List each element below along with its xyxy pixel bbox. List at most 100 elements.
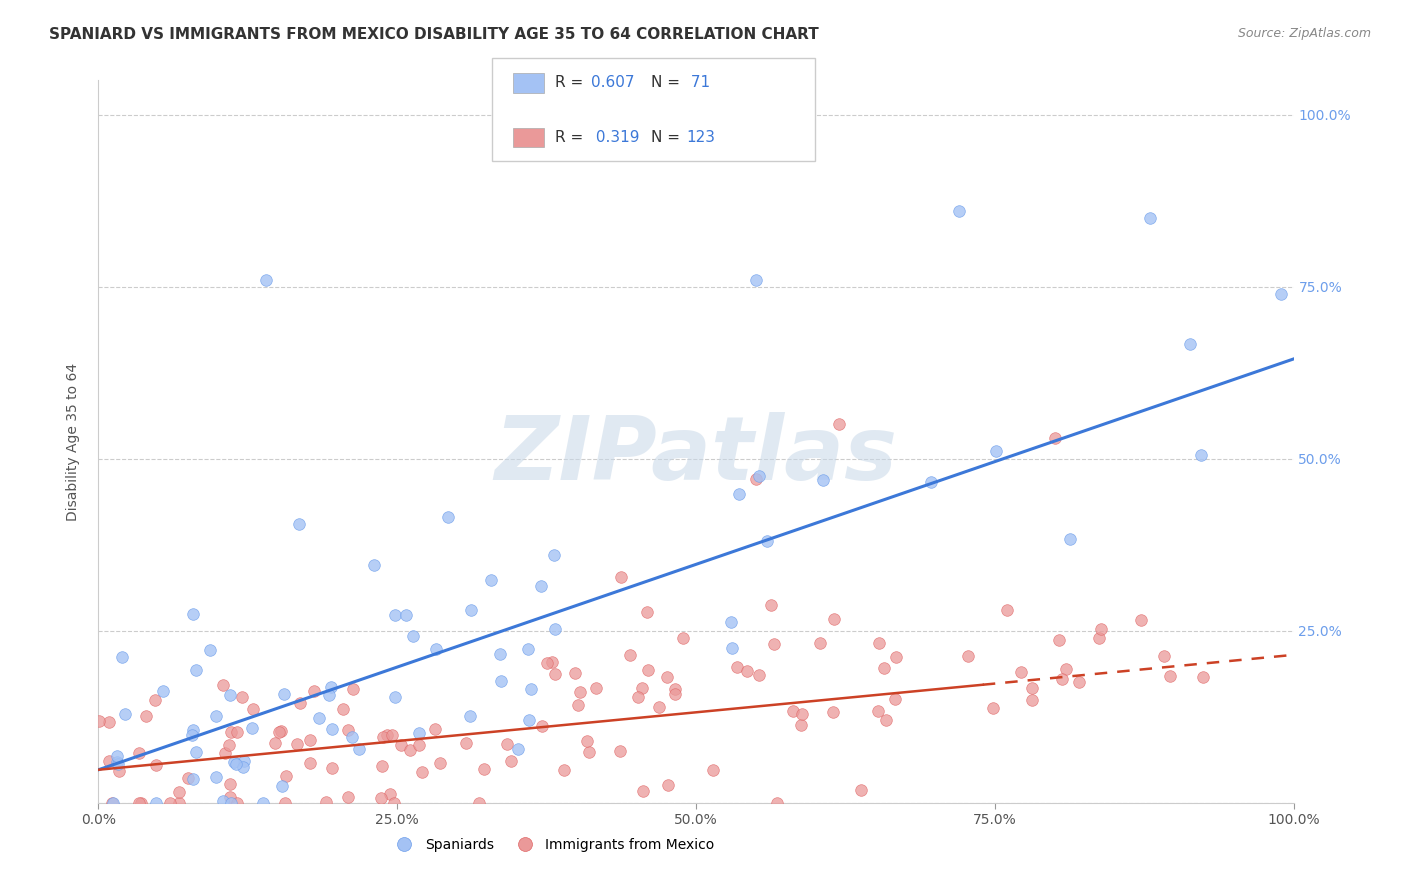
Point bbox=[159, 796, 181, 810]
Point bbox=[143, 693, 166, 707]
Point bbox=[530, 719, 553, 733]
Point bbox=[702, 763, 724, 777]
Point bbox=[145, 796, 167, 810]
Point bbox=[1088, 632, 1111, 646]
Point bbox=[384, 690, 406, 704]
Point bbox=[609, 744, 631, 758]
Point bbox=[105, 755, 128, 769]
Point bbox=[288, 696, 311, 710]
Point bbox=[222, 755, 245, 769]
Point bbox=[167, 785, 190, 799]
Point bbox=[337, 789, 360, 804]
Point bbox=[219, 724, 242, 739]
Point bbox=[107, 756, 129, 771]
Point bbox=[1192, 670, 1215, 684]
Point bbox=[756, 533, 779, 548]
Point bbox=[371, 759, 394, 773]
Point bbox=[569, 685, 592, 699]
Text: R =: R = bbox=[555, 130, 589, 145]
Point bbox=[544, 622, 567, 636]
Point bbox=[536, 656, 558, 670]
Point bbox=[205, 770, 228, 784]
Point bbox=[129, 796, 152, 810]
Text: N =: N = bbox=[651, 76, 685, 90]
Text: 71: 71 bbox=[686, 76, 710, 90]
Point bbox=[849, 783, 872, 797]
Point bbox=[315, 795, 337, 809]
Point bbox=[1153, 648, 1175, 663]
Point bbox=[609, 570, 631, 584]
Point bbox=[308, 711, 330, 725]
Point bbox=[211, 678, 233, 692]
Point bbox=[375, 728, 398, 742]
Point bbox=[619, 648, 641, 662]
Point bbox=[1067, 675, 1090, 690]
Point bbox=[541, 655, 564, 669]
Point bbox=[363, 558, 385, 572]
Point bbox=[499, 754, 522, 768]
Point bbox=[648, 700, 671, 714]
Point bbox=[411, 764, 433, 779]
Point bbox=[270, 724, 292, 739]
Point bbox=[382, 796, 405, 810]
Point bbox=[381, 728, 404, 742]
Text: N =: N = bbox=[651, 130, 685, 145]
Point bbox=[808, 636, 831, 650]
Point bbox=[273, 796, 295, 810]
Point bbox=[219, 796, 242, 810]
Point bbox=[1159, 668, 1181, 682]
Point bbox=[105, 748, 128, 763]
Point bbox=[564, 665, 586, 680]
Point bbox=[823, 612, 845, 626]
Point bbox=[167, 796, 190, 810]
Point bbox=[636, 605, 658, 619]
Point bbox=[408, 725, 430, 739]
Point bbox=[1189, 448, 1212, 462]
Point bbox=[956, 649, 979, 664]
Point bbox=[516, 641, 538, 656]
Point bbox=[821, 705, 844, 719]
Point bbox=[177, 772, 200, 786]
Point bbox=[460, 602, 482, 616]
Point bbox=[128, 746, 150, 760]
Point bbox=[868, 704, 890, 718]
Point bbox=[340, 730, 363, 744]
Point bbox=[748, 469, 770, 483]
Point bbox=[214, 746, 236, 760]
Point bbox=[384, 607, 406, 622]
Point bbox=[267, 725, 290, 739]
Point bbox=[264, 736, 287, 750]
Point bbox=[270, 779, 292, 793]
Point bbox=[111, 650, 134, 665]
Point bbox=[373, 731, 395, 745]
Point bbox=[252, 796, 274, 810]
Point bbox=[637, 663, 659, 677]
Point bbox=[319, 680, 342, 694]
Point bbox=[342, 682, 364, 697]
Point bbox=[101, 796, 124, 810]
Point bbox=[983, 701, 1005, 715]
Point bbox=[370, 790, 392, 805]
Point bbox=[298, 733, 321, 747]
Point bbox=[578, 745, 600, 759]
Point bbox=[489, 673, 512, 688]
Point bbox=[782, 704, 804, 718]
Point bbox=[745, 472, 768, 486]
Text: ZIPatlas: ZIPatlas bbox=[495, 412, 897, 500]
Point bbox=[543, 549, 565, 563]
Point bbox=[181, 728, 204, 742]
Point bbox=[576, 734, 599, 748]
Point bbox=[274, 769, 297, 783]
Text: 123: 123 bbox=[686, 130, 716, 145]
Point bbox=[398, 743, 420, 757]
Point bbox=[884, 691, 907, 706]
Point bbox=[1043, 431, 1066, 445]
Point bbox=[519, 714, 541, 728]
Point bbox=[544, 667, 567, 681]
Point bbox=[1090, 622, 1112, 636]
Point bbox=[657, 778, 679, 792]
Point bbox=[1021, 692, 1043, 706]
Point bbox=[198, 643, 221, 657]
Point bbox=[1047, 633, 1070, 648]
Point bbox=[553, 763, 575, 777]
